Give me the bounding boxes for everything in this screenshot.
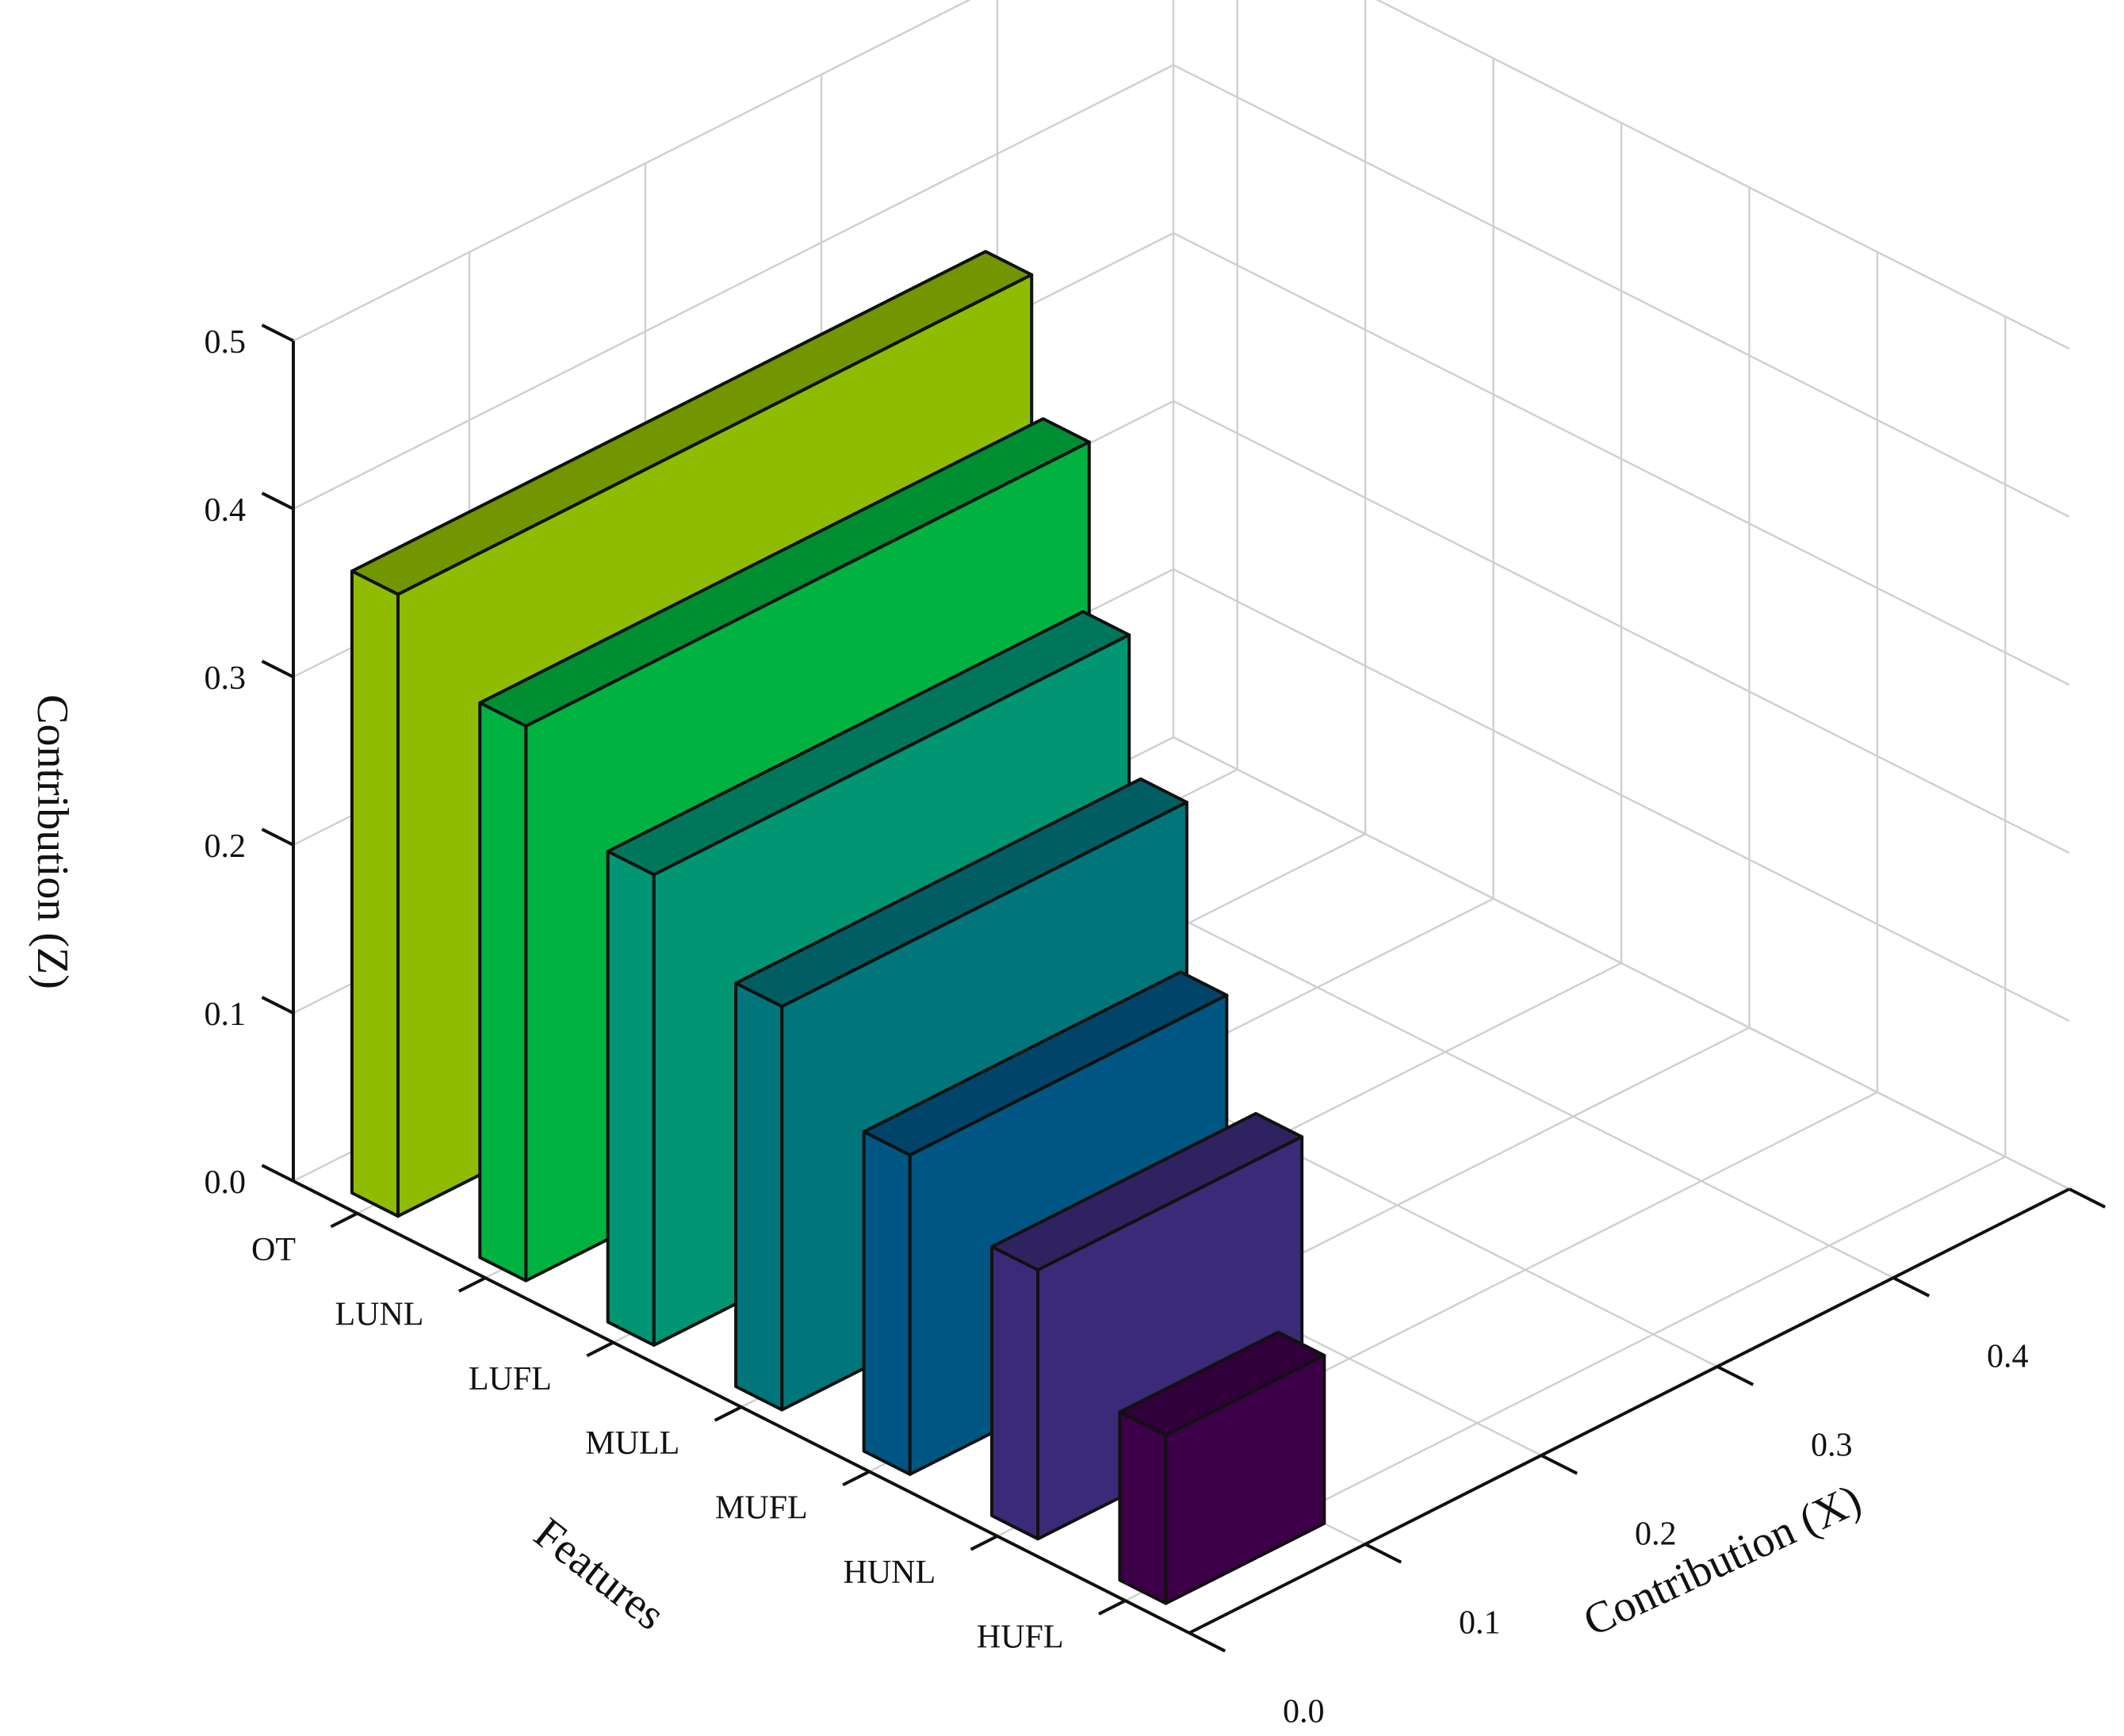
feature-tick-label: MULL bbox=[585, 1425, 679, 1462]
bar-side-face bbox=[862, 1130, 912, 1476]
feature-tick bbox=[457, 1276, 487, 1293]
z-tick-label: 0.5 bbox=[205, 324, 247, 361]
chart-labels: 0.00.10.20.30.40.50.00.10.20.30.40.5OTLU… bbox=[205, 324, 2029, 1730]
z-tick-label: 0.4 bbox=[205, 492, 247, 529]
x-tick-label: 0.2 bbox=[1635, 1516, 1677, 1553]
x-tick-label: 0.3 bbox=[1811, 1428, 1853, 1464]
x-tick bbox=[1364, 1543, 1403, 1564]
z-tick-label: 0.3 bbox=[205, 660, 247, 697]
bar-side-face bbox=[990, 1245, 1040, 1541]
bar-hufl bbox=[1118, 1330, 1326, 1605]
chart-bars bbox=[350, 250, 1326, 1605]
feature-tick bbox=[586, 1340, 614, 1358]
z-tick-label: 0.0 bbox=[205, 1164, 247, 1201]
x-tick bbox=[1188, 1631, 1227, 1653]
z-tick bbox=[261, 1164, 294, 1183]
bar-side-face bbox=[1118, 1410, 1168, 1605]
grid-feature-line bbox=[1124, 316, 2007, 1602]
feature-tick bbox=[330, 1211, 358, 1229]
z-tick-label: 0.2 bbox=[205, 828, 247, 865]
feature-tick-label: MUFL bbox=[715, 1490, 808, 1527]
z-tick bbox=[261, 323, 294, 342]
x-axis-line bbox=[1188, 1187, 2070, 1635]
x-tick bbox=[2069, 1187, 2107, 1209]
feature-tick bbox=[970, 1535, 998, 1551]
z-tick-label: 0.1 bbox=[205, 996, 247, 1033]
z-tick bbox=[261, 996, 294, 1015]
feature-tick-label: OT bbox=[251, 1232, 296, 1268]
x-tick-label: 0.4 bbox=[1987, 1339, 2029, 1375]
feature-tick bbox=[1098, 1599, 1127, 1616]
grid-z-line bbox=[293, 63, 2070, 518]
bar-side-face bbox=[734, 981, 784, 1412]
feature-tick bbox=[842, 1470, 871, 1487]
x-tick bbox=[1540, 1454, 1579, 1475]
feature-tick-label: LUFL bbox=[469, 1361, 552, 1398]
feature-tick-label: HUFL bbox=[977, 1619, 1064, 1655]
bar-side-face bbox=[350, 569, 400, 1218]
x-axis-title: Contribution (X) bbox=[1576, 1475, 1869, 1646]
z-tick bbox=[261, 660, 294, 679]
bar-side-face bbox=[606, 850, 656, 1347]
grid-z-line bbox=[293, 0, 2070, 350]
chart-axes bbox=[261, 323, 2107, 1653]
feature-tick-label: LUNL bbox=[335, 1296, 423, 1333]
x-tick-label: 0.0 bbox=[1283, 1694, 1325, 1730]
x-tick bbox=[1892, 1276, 1931, 1298]
bar-side-face bbox=[478, 701, 528, 1283]
x-tick bbox=[1716, 1365, 1755, 1386]
bar-front-face bbox=[1164, 1353, 1326, 1605]
x-tick-label: 0.1 bbox=[1459, 1605, 1501, 1642]
z-tick bbox=[261, 828, 294, 847]
z-axis-title: Contribution (Z) bbox=[28, 694, 77, 989]
z-tick bbox=[261, 491, 294, 510]
y-axis-title: Features bbox=[525, 1508, 674, 1640]
feature-tick bbox=[714, 1405, 742, 1422]
feature-tick-label: HUNL bbox=[844, 1554, 936, 1591]
